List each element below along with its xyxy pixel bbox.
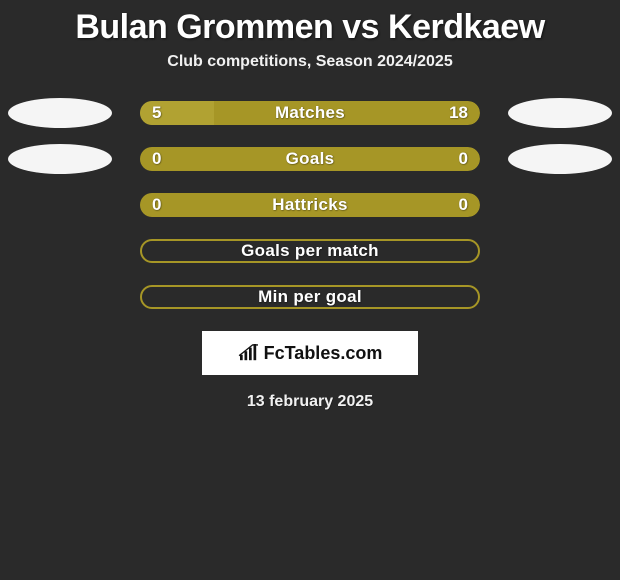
left-badge: [8, 144, 112, 174]
stat-label: Goals: [140, 147, 480, 171]
stat-label: Hattricks: [140, 193, 480, 217]
stat-rows: 518Matches 00Goals 00Hattricks Goals per ma…: [0, 101, 620, 309]
stat-bar: Min per goal: [140, 285, 480, 309]
left-badge: [8, 98, 112, 128]
source-logo: FcTables.com: [202, 331, 418, 375]
stat-bar: 518Matches: [140, 101, 480, 125]
infographic-container: Bulan Grommen vs Kerdkaew Club competiti…: [0, 0, 620, 580]
stat-row: 00Hattricks: [0, 193, 620, 217]
page-title: Bulan Grommen vs Kerdkaew: [0, 0, 620, 47]
right-badge: [508, 144, 612, 174]
stat-row: 518Matches: [0, 101, 620, 125]
stat-row: Goals per match: [0, 239, 620, 263]
stat-label: Matches: [140, 101, 480, 125]
source-logo-text: FcTables.com: [264, 343, 383, 364]
stat-bar: 00Goals: [140, 147, 480, 171]
footer-date: 13 february 2025: [0, 393, 620, 411]
page-subtitle: Club competitions, Season 2024/2025: [0, 53, 620, 71]
stat-label: Goals per match: [142, 241, 478, 261]
stat-bar: Goals per match: [140, 239, 480, 263]
stat-row: Min per goal: [0, 285, 620, 309]
stat-row: 00Goals: [0, 147, 620, 171]
stat-label: Min per goal: [142, 287, 478, 307]
right-badge: [508, 98, 612, 128]
stat-bar: 00Hattricks: [140, 193, 480, 217]
bar-chart-icon: [238, 344, 260, 362]
